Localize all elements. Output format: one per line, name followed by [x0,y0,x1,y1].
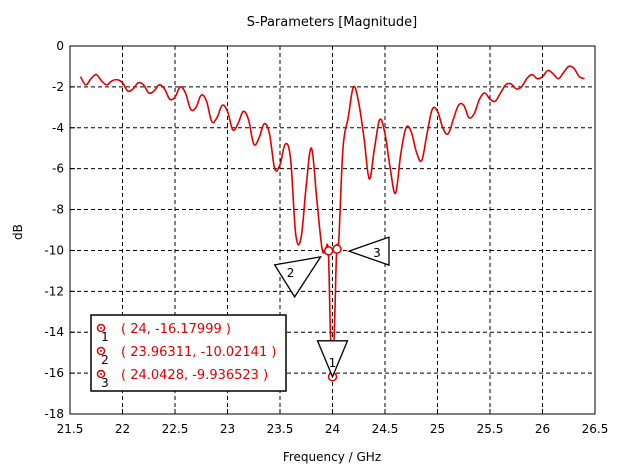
legend-marker-dot [100,350,102,352]
marker-number-2: 2 [287,266,295,280]
y-tick-label: -4 [52,121,64,135]
x-tick-label: 22.5 [162,422,189,436]
x-tick-label: 22 [115,422,130,436]
y-tick-label: -2 [52,80,64,94]
marker-number-1: 1 [329,356,337,370]
legend-marker-label: ( 24.0428, -9.936523 ) [121,368,268,383]
legend-marker-number: 2 [101,353,109,367]
legend-marker-number: 3 [101,376,109,390]
marker-point-2 [323,246,334,256]
x-axis-ticks: 21.5 22 22.5 23 23.5 24 24.5 25 25.5 26 26.5 [57,409,609,436]
marker-triangle-2 [273,255,322,299]
legend-marker-label: ( 23.96311, -10.02141 ) [121,345,276,360]
legend-marker-number: 1 [101,330,109,344]
markers: 1 2 3 [273,236,390,382]
marker-triangle-3 [347,236,390,267]
chart-title: S-Parameters [Magnitude] [247,15,418,30]
legend-marker-label: ( 24, -16.17999 ) [121,322,231,337]
x-tick-label: 26 [535,422,550,436]
marker-triangle-1 [316,340,349,379]
x-tick-label: 24 [325,422,340,436]
y-tick-label: -10 [44,243,64,257]
legend-box [90,314,287,392]
y-tick-label: 0 [56,39,64,53]
x-tick-label: 25.5 [477,422,504,436]
y-tick-label: -18 [44,407,64,421]
x-tick-label: 24.5 [372,422,399,436]
y-tick-label: -16 [44,366,64,380]
y-tick-label: -6 [52,162,64,176]
y-axis-label: dB [11,224,25,240]
y-axis-ticks: 0 -2 -4 -6 -8 -10 -12 -14 -16 -18 [44,39,75,421]
marker-legend: 1 ( 24, -16.17999 ) 2 ( 23.96311, -10.02141… [90,314,287,392]
y-tick-label: -12 [44,284,64,298]
x-tick-label: 25 [430,422,445,436]
x-tick-label: 23.5 [267,422,294,436]
x-tick-label: 21.5 [57,422,84,436]
marker-point-3 [332,244,342,254]
y-tick-label: -8 [52,203,64,217]
marker-number-3: 3 [373,246,381,260]
x-tick-label: 26.5 [582,422,609,436]
y-tick-label: -14 [44,325,64,339]
legend-marker-dot [100,373,102,375]
x-tick-label: 23 [220,422,235,436]
legend-marker-dot [100,327,102,329]
x-axis-label: Frequency / GHz [283,450,381,464]
